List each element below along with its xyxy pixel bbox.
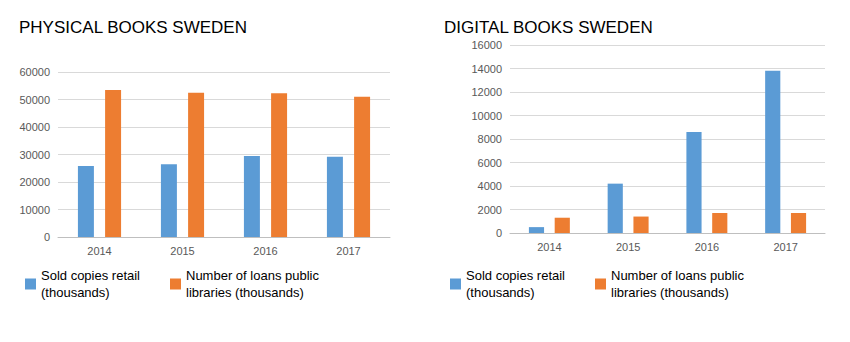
svg-text:2016: 2016	[695, 241, 719, 253]
svg-text:8000: 8000	[478, 133, 502, 145]
svg-text:2000: 2000	[478, 204, 502, 216]
svg-text:40000: 40000	[19, 121, 50, 133]
svg-text:2017: 2017	[773, 241, 797, 253]
svg-text:(thousands): (thousands)	[466, 285, 535, 300]
svg-text:10000: 10000	[19, 204, 50, 216]
svg-text:12000: 12000	[471, 86, 502, 98]
svg-text:libraries (thousands): libraries (thousands)	[186, 285, 304, 300]
svg-text:30000: 30000	[19, 149, 50, 161]
svg-text:Sold copies retail: Sold copies retail	[41, 268, 140, 283]
svg-text:(thousands): (thousands)	[41, 285, 110, 300]
svg-text:0: 0	[44, 231, 50, 243]
svg-text:DIGITAL BOOKS SWEDEN: DIGITAL BOOKS SWEDEN	[444, 18, 653, 37]
svg-text:libraries (thousands): libraries (thousands)	[611, 285, 729, 300]
svg-text:20000: 20000	[19, 176, 50, 188]
svg-text:2015: 2015	[616, 241, 640, 253]
svg-text:Sold copies retail: Sold copies retail	[466, 268, 565, 283]
svg-text:60000: 60000	[19, 66, 50, 78]
svg-text:6000: 6000	[478, 157, 502, 169]
svg-text:0: 0	[496, 227, 502, 239]
svg-text:Number of loans public: Number of loans public	[186, 268, 319, 283]
svg-text:4000: 4000	[478, 180, 502, 192]
svg-text:50000: 50000	[19, 94, 50, 106]
svg-text:10000: 10000	[471, 110, 502, 122]
svg-text:PHYSICAL BOOKS SWEDEN: PHYSICAL BOOKS SWEDEN	[19, 18, 247, 37]
svg-text:14000: 14000	[471, 63, 502, 75]
svg-text:2016: 2016	[253, 245, 277, 257]
svg-text:16000: 16000	[471, 39, 502, 51]
svg-text:2014: 2014	[537, 241, 561, 253]
svg-text:2017: 2017	[336, 245, 360, 257]
svg-text:Number of loans public: Number of loans public	[611, 268, 744, 283]
svg-text:2015: 2015	[170, 245, 194, 257]
svg-text:2014: 2014	[87, 245, 111, 257]
